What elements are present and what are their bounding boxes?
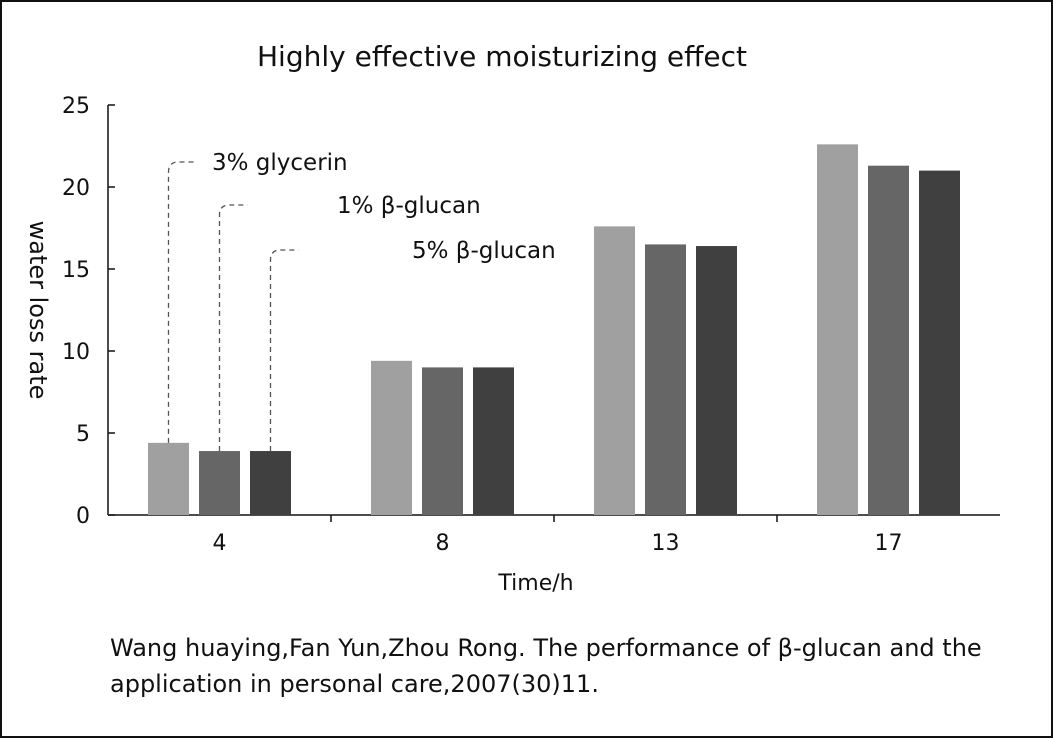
bar-1 <box>148 442 189 515</box>
legend-connector <box>269 249 299 452</box>
legend-callouts: 3% glycerin 1% β-glucan 5% β-glucan <box>167 150 556 452</box>
citation-caption: Wang huaying,Fan Yun,Zhou Rong. The perf… <box>110 630 1030 702</box>
legend-connector <box>167 161 197 443</box>
bars <box>148 144 960 516</box>
legend-label: 3% glycerin <box>212 150 348 176</box>
bar-2 <box>868 165 909 515</box>
y-tick-label: 20 <box>62 176 90 201</box>
ticks: 0 5 10 15 20 25 4 8 13 17 <box>62 94 903 556</box>
bar-3 <box>696 246 737 516</box>
x-tick-label: 4 <box>213 531 227 556</box>
bar-3 <box>473 367 514 515</box>
x-axis-label: Time/h <box>497 571 573 596</box>
bar-1 <box>817 144 858 516</box>
bar-2 <box>199 451 240 515</box>
bar-chart: Highly effective moisturizing effect wat… <box>24 40 1000 596</box>
legend-label: 1% β-glucan <box>337 193 481 219</box>
bar-3 <box>250 451 291 515</box>
bar-1 <box>371 360 412 515</box>
y-tick-label: 25 <box>62 94 90 119</box>
x-tick-label: 13 <box>652 531 680 556</box>
citation-line-2: application in personal care,2007(30)11. <box>110 670 599 698</box>
y-tick-label: 5 <box>76 422 90 447</box>
legend-label: 5% β-glucan <box>412 238 556 264</box>
x-tick-label: 8 <box>436 531 450 556</box>
y-axis-label: water loss rate <box>24 221 52 400</box>
legend-connector <box>218 204 248 452</box>
y-tick-label: 0 <box>76 504 90 529</box>
bar-3 <box>919 170 960 515</box>
x-tick-label: 17 <box>875 531 903 556</box>
citation-line-1: Wang huaying,Fan Yun,Zhou Rong. The perf… <box>110 634 982 662</box>
y-tick-label: 15 <box>62 258 90 283</box>
chart-title: Highly effective moisturizing effect <box>257 40 747 73</box>
bar-2 <box>645 244 686 515</box>
y-tick-label: 10 <box>62 340 90 365</box>
bar-1 <box>594 226 635 516</box>
bar-2 <box>422 367 463 515</box>
